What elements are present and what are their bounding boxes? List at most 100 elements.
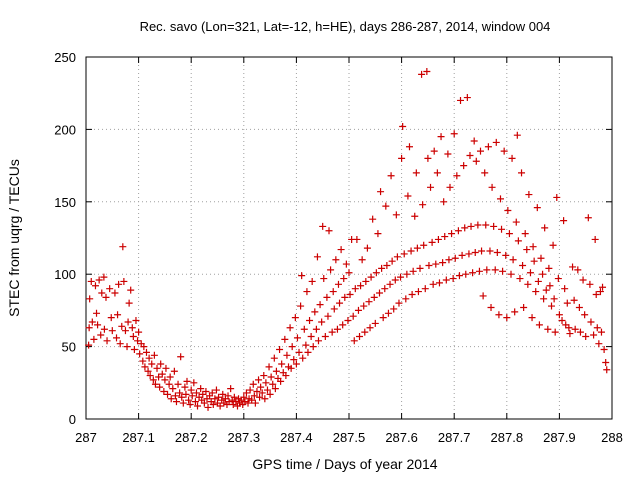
data-point-marker [454, 227, 462, 235]
x-tick-label: 287.1 [122, 430, 155, 445]
data-point-marker [505, 230, 513, 238]
data-point-marker [124, 318, 132, 326]
data-point-marker [271, 385, 279, 393]
data-point-marker [591, 235, 599, 243]
data-point-marker [512, 218, 520, 226]
x-tick-label: 287.5 [333, 430, 366, 445]
data-point-marker [153, 364, 161, 372]
data-point-marker [336, 299, 344, 307]
data-point-marker [584, 214, 592, 222]
data-point-marker [142, 348, 150, 356]
data-point-marker [100, 325, 108, 333]
data-point-marker [491, 266, 499, 274]
data-point-marker [161, 376, 169, 384]
data-point-marker [171, 392, 179, 400]
data-point-marker [398, 154, 406, 162]
data-point-marker [427, 183, 435, 191]
data-point-marker [87, 277, 95, 285]
data-point-marker [224, 392, 232, 400]
data-point-marker [135, 328, 143, 336]
data-point-marker [120, 277, 128, 285]
data-point-marker [304, 348, 312, 356]
data-point-marker [139, 357, 147, 365]
data-point-marker [381, 285, 389, 293]
data-point-marker [372, 269, 380, 277]
x-axis: 287 287.1 287.2 287.3 287.4 287.5 287.6 287.7 28… [75, 57, 623, 445]
data-point-marker [306, 317, 314, 325]
data-point-marker [353, 235, 361, 243]
data-point-marker [227, 385, 235, 393]
data-point-marker [344, 317, 352, 325]
data-point-marker [345, 269, 353, 277]
data-point-marker [176, 389, 184, 397]
data-point-marker [250, 392, 258, 400]
data-point-marker [262, 379, 270, 387]
data-point-marker [299, 354, 307, 362]
data-point-marker [493, 248, 501, 256]
y-tick-label: 150 [54, 195, 76, 210]
data-point-marker [95, 276, 103, 284]
data-point-marker [281, 335, 289, 343]
data-point-marker [487, 304, 495, 312]
data-point-marker [132, 317, 140, 325]
data-point-marker [85, 341, 93, 349]
data-point-marker [597, 328, 605, 336]
data-point-marker [551, 328, 559, 336]
data-point-marker [363, 244, 371, 252]
data-points [85, 67, 611, 411]
data-point-marker [220, 399, 228, 407]
data-point-marker [320, 275, 328, 283]
data-point-marker [350, 337, 358, 345]
x-tick-label: 287 [75, 430, 97, 445]
data-point-marker [319, 222, 327, 230]
data-point-marker [136, 350, 144, 358]
data-point-marker [258, 389, 266, 397]
data-point-marker [439, 259, 447, 267]
data-point-marker [266, 390, 274, 398]
data-point-marker [397, 273, 405, 281]
data-point-marker [483, 266, 491, 274]
data-point-marker [328, 328, 336, 336]
data-point-marker [521, 230, 529, 238]
data-point-marker [582, 332, 590, 340]
data-point-marker [166, 373, 174, 381]
data-point-marker [374, 230, 382, 238]
data-point-marker [579, 276, 587, 284]
data-point-marker [191, 398, 199, 406]
data-point-marker [253, 387, 261, 395]
data-point-marker [303, 288, 311, 296]
data-point-marker [197, 385, 205, 393]
data-point-marker [90, 335, 98, 343]
data-point-marker [586, 280, 594, 288]
data-point-marker [241, 398, 249, 406]
data-point-marker [330, 305, 338, 313]
data-point-marker [103, 337, 111, 345]
data-point-marker [158, 370, 166, 378]
data-point-marker [507, 270, 515, 278]
data-point-marker [327, 266, 335, 274]
data-point-marker [337, 246, 345, 254]
data-point-marker [542, 286, 550, 294]
data-point-marker [399, 123, 407, 131]
chart-title: Rec. savo (Lon=321, Lat=-12, h=HE), days… [140, 19, 551, 34]
data-point-marker [155, 373, 163, 381]
data-point-marker [587, 318, 595, 326]
data-point-marker [502, 251, 510, 259]
data-point-marker [128, 324, 136, 332]
data-point-marker [508, 154, 516, 162]
x-tick-label: 287.9 [543, 430, 576, 445]
data-point-marker [265, 363, 273, 371]
data-point-marker [88, 318, 96, 326]
data-point-marker [496, 195, 504, 203]
data-point-marker [561, 285, 569, 293]
data-point-marker [461, 224, 469, 232]
data-point-marker [423, 67, 431, 75]
data-point-marker [408, 290, 416, 298]
data-point-marker [208, 389, 216, 397]
y-tick-label: 100 [54, 267, 76, 282]
data-point-marker [346, 290, 354, 298]
data-point-marker [599, 283, 607, 291]
data-point-marker [458, 251, 466, 259]
data-point-marker [565, 324, 573, 332]
data-point-marker [463, 94, 471, 102]
